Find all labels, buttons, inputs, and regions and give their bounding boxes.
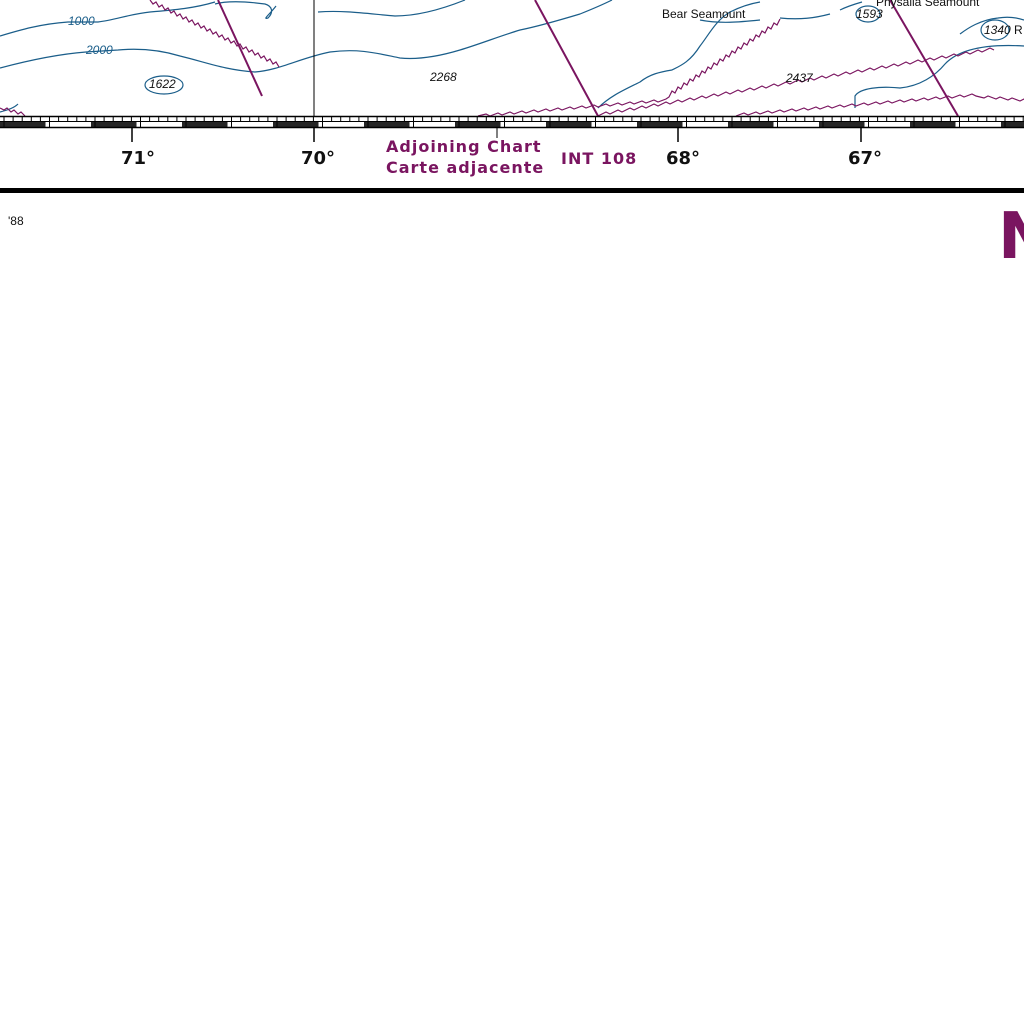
contour-label-1000: 1000 [68, 14, 95, 28]
longitude-label-70: 70° [301, 148, 336, 169]
contour-east-3 [839, 1, 863, 11]
scale-bar-segment [364, 122, 410, 127]
contour-east-1 [699, 19, 761, 23]
scale-bar-segment [455, 122, 501, 127]
edition-note: '88 [8, 214, 24, 228]
traffic-line-west [217, 0, 263, 97]
scale-bar-segment [819, 122, 865, 127]
sounding-1593: 1593 [856, 7, 883, 21]
graduated-scale-bars [0, 122, 1024, 127]
sawtooth-boundary-west [149, 0, 280, 68]
sounding-1340: 1340 [984, 23, 1011, 37]
longitude-label-68: 68° [666, 148, 701, 169]
contour-bear-seamount [597, 1, 761, 109]
chart-title-fragment: N [998, 205, 1024, 269]
traffic-line-east [889, 0, 959, 117]
longitude-label-67: 67° [848, 148, 883, 169]
sounding-ring-1340 [980, 19, 1010, 41]
adjoining-chart-label-en: Adjoining Chart [386, 137, 542, 156]
scale-bar-segment [182, 122, 228, 127]
contour-east-2 [779, 13, 831, 20]
adjoining-chart-number: INT 108 [561, 149, 638, 168]
sawtooth-boundary-southwest [0, 107, 26, 117]
longitude-ticks [131, 128, 862, 142]
neatline [0, 188, 1024, 193]
sounding-1622: 1622 [149, 77, 176, 91]
scale-bar-segment [637, 122, 683, 127]
contour-1000 [0, 1, 216, 37]
feature-truncated-label: R [1014, 23, 1023, 37]
contour-sw-1 [0, 103, 19, 113]
sounding-ring-1622 [144, 75, 184, 95]
sawtooth-boundary-middle [477, 18, 781, 117]
title-fragment-clip: N [998, 205, 1024, 275]
sawtooth-boundary-east [735, 93, 1024, 117]
scale-bar-segment [91, 122, 137, 127]
contour-upper-mid [317, 0, 466, 17]
traffic-line-middle [534, 0, 599, 117]
contour-upper-left [214, 1, 277, 19]
sounding-2437: 2437 [786, 71, 813, 85]
scale-bar-segment [910, 122, 956, 127]
contour-2000 [0, 0, 613, 73]
scale-bar-segment [273, 122, 319, 127]
boundary-lines [0, 0, 1024, 117]
scale-bar-segment [546, 122, 592, 127]
sawtooth-boundary-northeast [597, 47, 995, 117]
adjoining-chart-label-fr: Carte adjacente [386, 158, 545, 177]
chart-map-area [0, 0, 1024, 193]
scale-bar-segment [728, 122, 774, 127]
scale-bar-segment [0, 122, 46, 127]
longitude-label-71: 71° [121, 148, 156, 169]
sounding-2268: 2268 [430, 70, 457, 84]
feature-bear-seamount: Bear Seamount [662, 7, 746, 21]
contour-label-2000: 2000 [86, 43, 113, 57]
contour-far-east-2 [854, 44, 1024, 108]
sounding-ring-1593 [855, 5, 881, 23]
scale-bar-segment [1001, 122, 1024, 127]
feature-physalia-seamount: Physalia Seamount [876, 0, 980, 9]
contour-far-east [959, 16, 1024, 35]
chart-border [0, 115, 1024, 193]
depth-contours [0, 0, 1024, 113]
